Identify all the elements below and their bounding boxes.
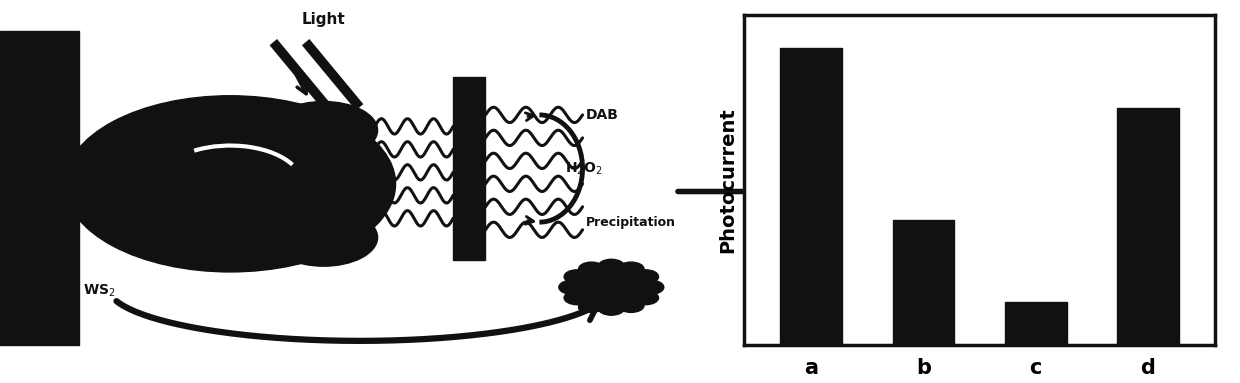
Circle shape [632, 270, 658, 283]
Polygon shape [453, 77, 486, 260]
Circle shape [579, 299, 604, 313]
Circle shape [270, 101, 377, 159]
Text: Precipitation: Precipitation [587, 216, 676, 229]
Circle shape [270, 209, 377, 266]
Circle shape [564, 270, 590, 283]
Y-axis label: Photocurrent: Photocurrent [718, 107, 737, 253]
Circle shape [568, 264, 655, 310]
Circle shape [579, 262, 604, 276]
Circle shape [599, 301, 624, 315]
Circle shape [619, 299, 644, 313]
Circle shape [619, 262, 644, 276]
Circle shape [599, 259, 624, 273]
Bar [1004, 302, 1066, 345]
Bar [893, 219, 955, 345]
Text: H$_2$O$_2$: H$_2$O$_2$ [564, 160, 603, 177]
Text: WS$_2$: WS$_2$ [83, 282, 115, 299]
Circle shape [564, 291, 590, 305]
Circle shape [632, 291, 658, 305]
Circle shape [637, 280, 663, 294]
Bar [1117, 108, 1179, 345]
Text: Light: Light [301, 12, 346, 27]
Polygon shape [0, 31, 79, 345]
Circle shape [64, 96, 396, 272]
Text: DAB: DAB [587, 108, 619, 122]
Circle shape [559, 280, 585, 294]
Bar [780, 48, 842, 345]
